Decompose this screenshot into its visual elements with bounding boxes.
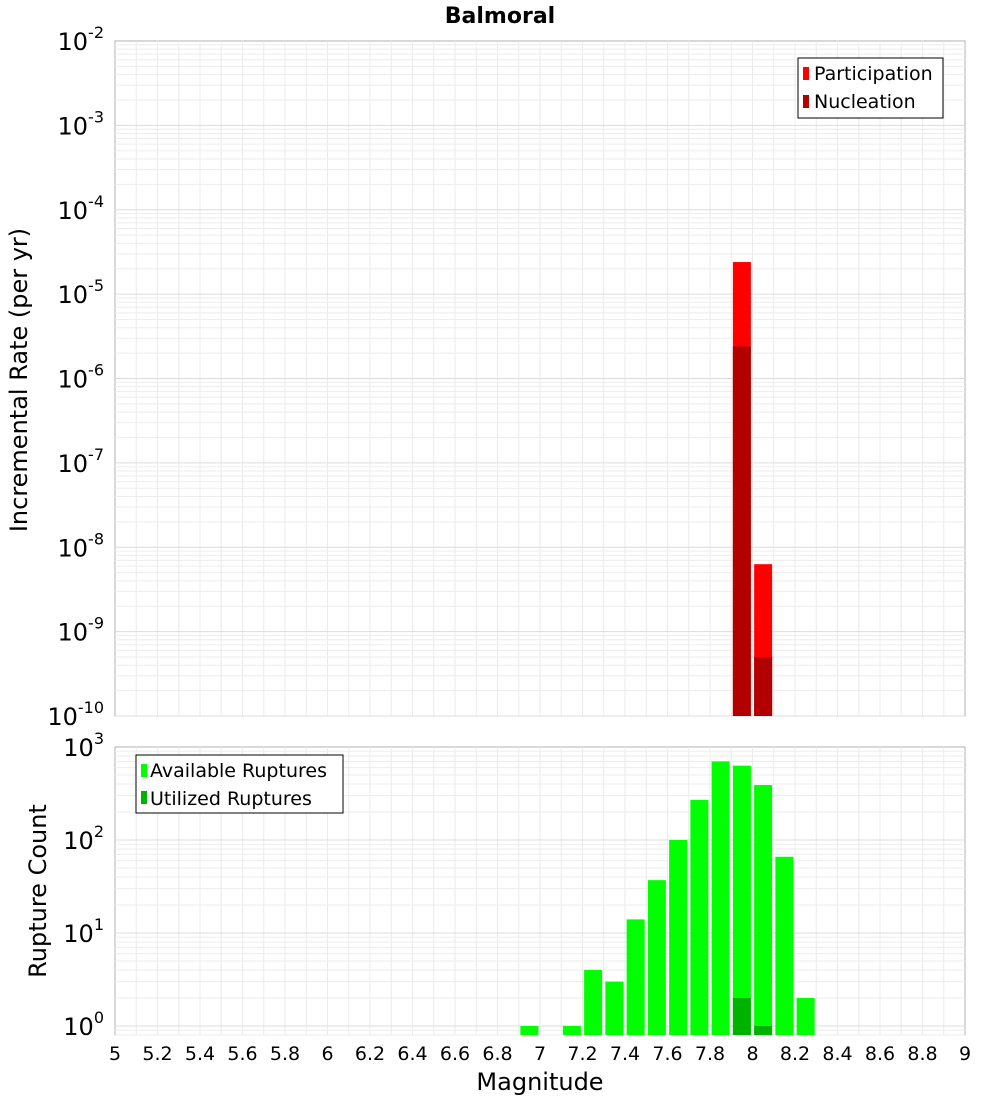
participation-legend-label: Participation <box>814 63 933 85</box>
x-tick-label: 5.8 <box>270 1043 300 1065</box>
x-tick-label: 7.8 <box>695 1043 725 1065</box>
rate-y-ticks: 10-2 10-3 10-4 10-5 10-6 10-7 10-8 10-9 10-10 <box>47 23 104 731</box>
count-bar-0-2 <box>584 969 603 1035</box>
y-tick-label: 10-10 <box>47 698 104 731</box>
count-y-ticks: 103 102 101 100 <box>63 729 104 1041</box>
x-tick-label: 5.4 <box>185 1043 215 1065</box>
count-bar-0-5 <box>647 880 666 1035</box>
x-tick-label: 9 <box>959 1043 971 1065</box>
y-tick-label: 10-8 <box>58 529 105 562</box>
x-tick-label: 5.2 <box>142 1043 172 1065</box>
count-bar-0-4 <box>626 919 645 1035</box>
y-tick-label: 10-2 <box>58 23 105 56</box>
rate-bars <box>732 262 773 716</box>
x-tick-label: 6 <box>321 1043 333 1065</box>
participation-legend-swatch <box>803 67 809 80</box>
utilized-legend-swatch <box>141 791 147 804</box>
x-tick-label: 8.4 <box>822 1043 852 1065</box>
count-bar-0-0 <box>520 1025 539 1035</box>
count-bar-0-7 <box>690 799 709 1035</box>
count-bar-0-11 <box>775 856 794 1035</box>
count-bar-0-10 <box>754 785 773 1035</box>
count-bar-0-1 <box>562 1025 581 1035</box>
x-tick-label: 5.6 <box>227 1043 257 1065</box>
count-bar-1-1 <box>754 1025 773 1035</box>
count-panel: 103 102 101 100 5 5.2 5.4 5.6 5.8 6 6.2 6.4 6.6 6.8 7… <box>24 729 971 1096</box>
count-legend-box <box>135 754 344 814</box>
magnitude-x-ticks: 5 5.2 5.4 5.6 5.8 6 6.2 6.4 6.6 6.8 7 7.2 7.4 7.6 7.8 8… <box>109 1043 971 1065</box>
y-tick-label: 101 <box>63 915 104 948</box>
count-bar-0-12 <box>796 997 815 1035</box>
count-legend: Available Ruptures Utilized Ruptures <box>135 754 344 814</box>
count-bar-1-0 <box>732 997 751 1035</box>
y-tick-label: 10-4 <box>58 192 105 225</box>
rate-bar-1-1 <box>754 657 773 716</box>
nucleation-legend-label: Nucleation <box>814 91 916 113</box>
x-tick-label: 8.6 <box>865 1043 895 1065</box>
count-bar-0-3 <box>605 981 624 1035</box>
count-bars <box>520 761 815 1035</box>
x-tick-label: 8 <box>746 1043 758 1065</box>
rate-legend: Participation Nucleation <box>797 57 944 119</box>
x-tick-label: 8.2 <box>780 1043 810 1065</box>
x-tick-label: 6.4 <box>397 1043 427 1065</box>
y-tick-label: 10-3 <box>58 107 105 140</box>
rate-legend-box <box>797 57 944 119</box>
y-tick-label: 10-9 <box>58 614 105 647</box>
y-tick-label: 103 <box>63 729 104 762</box>
y-tick-label: 10-5 <box>58 276 105 309</box>
rate-bar-1-0 <box>732 346 751 716</box>
chart-title: Balmoral <box>445 4 555 29</box>
count-y-axis-label: Rupture Count <box>24 804 52 978</box>
x-tick-label: 6.2 <box>355 1043 385 1065</box>
x-tick-label: 7.6 <box>652 1043 682 1065</box>
x-axis-label: Magnitude <box>476 1068 603 1096</box>
utilized-legend-label: Utilized Ruptures <box>150 788 312 810</box>
available-legend-swatch <box>141 764 147 777</box>
count-bar-0-9 <box>732 765 751 1035</box>
rate-grid <box>115 41 965 717</box>
rate-panel: 10-2 10-3 10-4 10-5 10-6 10-7 10-8 10-9 10-10 In… <box>5 23 966 731</box>
y-tick-label: 100 <box>63 1008 104 1041</box>
nucleation-legend-swatch <box>803 95 809 108</box>
x-tick-label: 7.2 <box>567 1043 597 1065</box>
count-bar-0-8 <box>711 761 730 1035</box>
count-bar-0-6 <box>669 839 688 1035</box>
x-tick-label: 5 <box>109 1043 121 1065</box>
x-tick-label: 7.4 <box>610 1043 640 1065</box>
y-tick-label: 10-6 <box>58 361 105 394</box>
y-tick-label: 10-7 <box>58 445 105 478</box>
x-tick-label: 6.6 <box>440 1043 470 1065</box>
x-tick-label: 6.8 <box>482 1043 512 1065</box>
y-tick-label: 102 <box>63 822 104 855</box>
available-legend-label: Available Ruptures <box>150 760 327 782</box>
x-tick-label: 7 <box>534 1043 546 1065</box>
rate-y-axis-label: Incremental Rate (per yr) <box>5 228 33 532</box>
x-tick-label: 8.8 <box>907 1043 937 1065</box>
